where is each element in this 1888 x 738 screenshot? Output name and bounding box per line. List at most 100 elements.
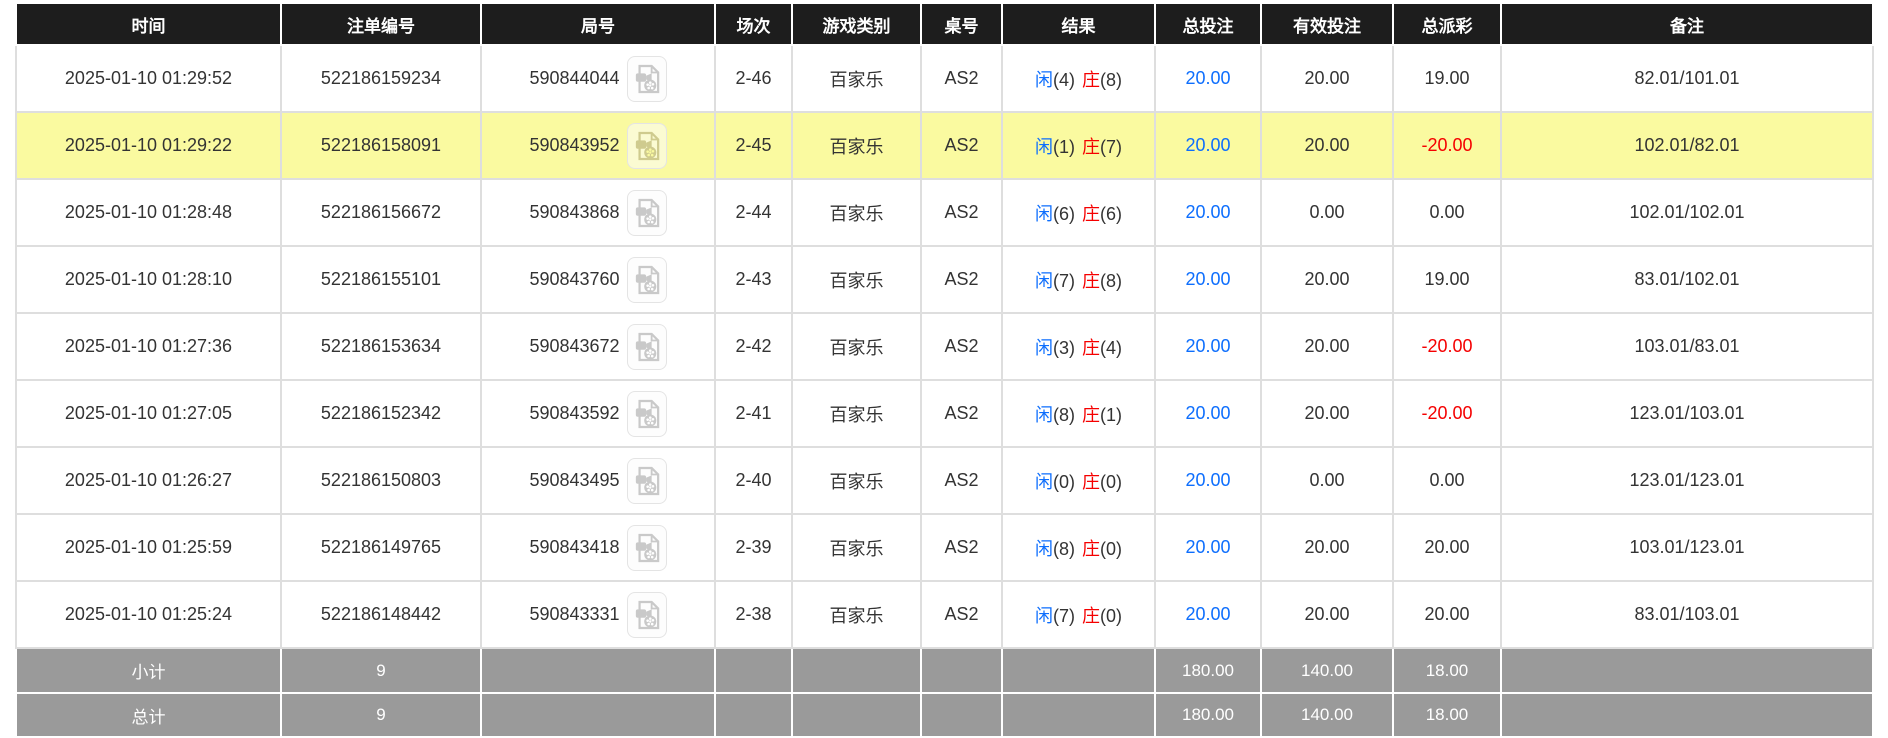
total-bet-cell[interactable]: 20.00 bbox=[1154, 111, 1262, 180]
player-result-label: 闲 bbox=[1035, 69, 1053, 90]
table-number-cell: AS2 bbox=[920, 111, 1003, 180]
result-cell: 闲(8) 庄(0) bbox=[1001, 513, 1156, 582]
round-cell: 590843952 bbox=[480, 111, 716, 180]
video-replay-button[interactable] bbox=[626, 122, 667, 169]
empty-cell bbox=[714, 647, 793, 694]
video-replay-button[interactable] bbox=[626, 55, 667, 102]
total-bet-cell[interactable]: 20.00 bbox=[1154, 178, 1262, 247]
table-number-cell: AS2 bbox=[920, 312, 1003, 381]
empty-cell bbox=[1001, 692, 1156, 738]
video-replay-button[interactable] bbox=[626, 323, 667, 370]
total-bet-cell[interactable]: 20.00 bbox=[1154, 446, 1262, 515]
video-file-icon bbox=[635, 533, 659, 562]
bet-records-table-container: 时间 注单编号 局号 场次 游戏类别 桌号 结果 总投注 有效投注 总派彩 备注… bbox=[15, 2, 1874, 738]
table-row[interactable]: 2025-01-10 01:27:36 522186153634 5908436… bbox=[15, 312, 1874, 381]
session-cell: 2-44 bbox=[714, 178, 793, 247]
result-cell: 闲(4) 庄(8) bbox=[1001, 44, 1156, 113]
table-row[interactable]: 2025-01-10 01:29:52 522186159234 5908440… bbox=[15, 44, 1874, 113]
video-replay-button[interactable] bbox=[626, 390, 667, 437]
payout-cell: 19.00 bbox=[1392, 44, 1502, 113]
round-cell: 590843672 bbox=[480, 312, 716, 381]
video-file-icon bbox=[635, 64, 659, 93]
session-cell: 2-40 bbox=[714, 446, 793, 515]
round-number: 590844044 bbox=[529, 68, 620, 88]
banker-result-label: 庄 bbox=[1082, 337, 1100, 358]
total-bet-cell[interactable]: 20.00 bbox=[1154, 44, 1262, 113]
valid-bet-cell: 20.00 bbox=[1260, 111, 1394, 180]
valid-bet-cell: 0.00 bbox=[1260, 178, 1394, 247]
total-bet-cell[interactable]: 20.00 bbox=[1154, 513, 1262, 582]
order-number-cell: 522186158091 bbox=[280, 111, 482, 180]
player-result-label: 闲 bbox=[1035, 337, 1053, 358]
total-bet-cell[interactable]: 20.00 bbox=[1154, 312, 1262, 381]
table-row[interactable]: 2025-01-10 01:26:27 522186150803 5908434… bbox=[15, 446, 1874, 515]
total-bet-cell[interactable]: 20.00 bbox=[1154, 245, 1262, 314]
banker-result-score: (0) bbox=[1100, 538, 1122, 559]
grand-total-count: 9 bbox=[280, 692, 482, 738]
table-number-cell: AS2 bbox=[920, 513, 1003, 582]
game-type-cell: 百家乐 bbox=[791, 312, 922, 381]
banker-result-score: (6) bbox=[1100, 203, 1122, 224]
col-header-order-no: 注单编号 bbox=[280, 2, 482, 46]
remark-cell: 103.01/83.01 bbox=[1500, 312, 1874, 381]
subtotal-valid-bet: 140.00 bbox=[1260, 647, 1394, 694]
time-cell: 2025-01-10 01:29:22 bbox=[15, 111, 282, 180]
table-row[interactable]: 2025-01-10 01:27:05 522186152342 5908435… bbox=[15, 379, 1874, 448]
grand-total-valid-bet: 140.00 bbox=[1260, 692, 1394, 738]
result-cell: 闲(6) 庄(6) bbox=[1001, 178, 1156, 247]
empty-cell bbox=[480, 647, 716, 694]
payout-cell: 20.00 bbox=[1392, 580, 1502, 649]
player-result-score: (8) bbox=[1053, 538, 1075, 559]
col-header-time: 时间 bbox=[15, 2, 282, 46]
round-cell: 590844044 bbox=[480, 44, 716, 113]
game-type-cell: 百家乐 bbox=[791, 446, 922, 515]
total-bet-cell[interactable]: 20.00 bbox=[1154, 580, 1262, 649]
player-result-label: 闲 bbox=[1035, 136, 1053, 157]
player-result-score: (4) bbox=[1053, 69, 1075, 90]
session-cell: 2-41 bbox=[714, 379, 793, 448]
table-row[interactable]: 2025-01-10 01:28:48 522186156672 5908438… bbox=[15, 178, 1874, 247]
video-replay-button[interactable] bbox=[626, 189, 667, 236]
result-cell: 闲(7) 庄(0) bbox=[1001, 580, 1156, 649]
video-replay-button[interactable] bbox=[626, 457, 667, 504]
col-header-total-bet: 总投注 bbox=[1154, 2, 1262, 46]
col-header-result: 结果 bbox=[1001, 2, 1156, 46]
banker-result-label: 庄 bbox=[1082, 270, 1100, 291]
table-row[interactable]: 2025-01-10 01:28:10 522186155101 5908437… bbox=[15, 245, 1874, 314]
total-bet-cell[interactable]: 20.00 bbox=[1154, 379, 1262, 448]
player-result-score: (0) bbox=[1053, 471, 1075, 492]
round-number: 590843495 bbox=[529, 470, 620, 490]
table-number-cell: AS2 bbox=[920, 446, 1003, 515]
game-type-cell: 百家乐 bbox=[791, 44, 922, 113]
valid-bet-cell: 20.00 bbox=[1260, 513, 1394, 582]
grand-total-row: 总计 9 180.00 140.00 18.00 bbox=[15, 692, 1874, 738]
table-number-cell: AS2 bbox=[920, 379, 1003, 448]
subtotal-count: 9 bbox=[280, 647, 482, 694]
payout-cell: 20.00 bbox=[1392, 513, 1502, 582]
grand-total-total-bet: 180.00 bbox=[1154, 692, 1262, 738]
player-result-score: (1) bbox=[1053, 136, 1075, 157]
game-type-cell: 百家乐 bbox=[791, 379, 922, 448]
round-cell: 590843760 bbox=[480, 245, 716, 314]
remark-cell: 103.01/123.01 bbox=[1500, 513, 1874, 582]
empty-cell bbox=[714, 692, 793, 738]
video-replay-button[interactable] bbox=[626, 256, 667, 303]
game-type-cell: 百家乐 bbox=[791, 580, 922, 649]
banker-result-label: 庄 bbox=[1082, 136, 1100, 157]
video-replay-button[interactable] bbox=[626, 591, 667, 638]
time-cell: 2025-01-10 01:29:52 bbox=[15, 44, 282, 113]
table-row[interactable]: 2025-01-10 01:25:59 522186149765 5908434… bbox=[15, 513, 1874, 582]
col-header-game-type: 游戏类别 bbox=[791, 2, 922, 46]
table-row[interactable]: 2025-01-10 01:25:24 522186148442 5908433… bbox=[15, 580, 1874, 649]
valid-bet-cell: 20.00 bbox=[1260, 245, 1394, 314]
table-number-cell: AS2 bbox=[920, 44, 1003, 113]
valid-bet-cell: 0.00 bbox=[1260, 446, 1394, 515]
video-file-icon bbox=[635, 466, 659, 495]
player-result-label: 闲 bbox=[1035, 404, 1053, 425]
video-replay-button[interactable] bbox=[626, 524, 667, 571]
session-cell: 2-38 bbox=[714, 580, 793, 649]
player-result-label: 闲 bbox=[1035, 605, 1053, 626]
game-type-cell: 百家乐 bbox=[791, 178, 922, 247]
video-file-icon bbox=[635, 198, 659, 227]
table-row-highlighted[interactable]: 2025-01-10 01:29:22 522186158091 5908439… bbox=[15, 111, 1874, 180]
